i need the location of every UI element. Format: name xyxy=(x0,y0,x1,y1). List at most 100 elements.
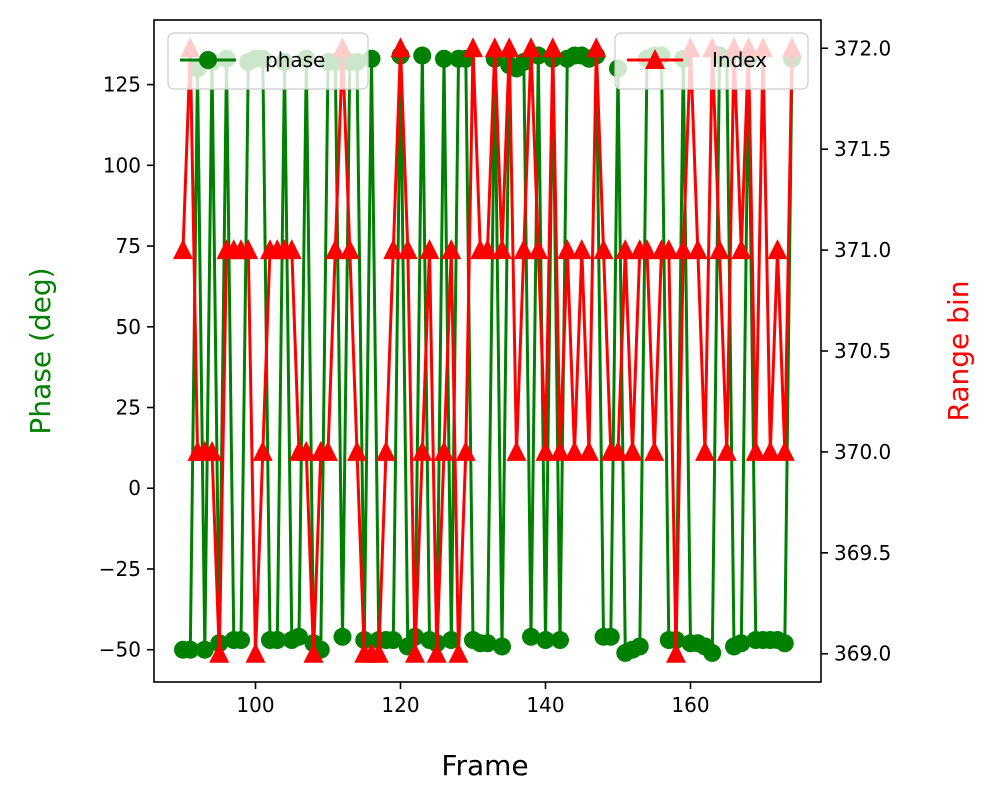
data-point-index xyxy=(666,642,686,663)
right-y-tick-label: 372.0 xyxy=(834,36,891,60)
data-point-phase xyxy=(536,631,555,650)
left-y-tick-label: 50 xyxy=(116,315,141,339)
plot-frame xyxy=(153,19,822,683)
data-point-phase xyxy=(775,634,794,653)
data-point-index xyxy=(521,37,541,58)
data-point-phase xyxy=(435,49,453,68)
data-point-phase xyxy=(290,627,308,646)
data-point-index xyxy=(492,239,512,260)
data-point-index xyxy=(318,440,338,461)
x-tick-label: 140 xyxy=(526,693,564,717)
data-point-phase xyxy=(413,46,432,65)
data-point-index xyxy=(593,239,614,260)
data-point-phase xyxy=(333,627,352,646)
x-axis-ticks: 100 120 140 160 xyxy=(236,682,710,717)
right-y-tick-label: 369.5 xyxy=(834,541,891,565)
data-point-index xyxy=(542,37,563,58)
data-point-index xyxy=(658,239,679,260)
data-point-index xyxy=(477,239,498,260)
data-point-index xyxy=(376,440,396,461)
right-y-tick-label: 369.0 xyxy=(834,642,891,666)
data-point-index xyxy=(637,239,657,260)
data-point-index xyxy=(687,239,708,260)
data-point-index xyxy=(608,440,628,461)
legend-index-label: Index xyxy=(712,48,767,72)
data-point-index xyxy=(499,37,520,58)
left-y-axis-ticks: −50 −25 0 25 50 75 100 125 xyxy=(99,73,154,662)
x-tick-label: 160 xyxy=(671,693,709,717)
left-y-tick-label: 125 xyxy=(103,73,141,97)
data-point-index xyxy=(434,440,454,461)
data-point-index xyxy=(535,440,556,461)
data-point-phase xyxy=(478,634,497,653)
data-point-index xyxy=(716,440,737,461)
left-y-axis-title: Phase (deg) xyxy=(24,267,57,434)
data-point-phase xyxy=(703,643,722,662)
data-point-index xyxy=(695,440,715,461)
data-point-index xyxy=(209,642,230,663)
data-point-index xyxy=(245,642,266,663)
data-point-index xyxy=(202,440,222,461)
data-point-index xyxy=(390,37,411,58)
data-point-index xyxy=(347,440,367,461)
data-point-index xyxy=(731,239,752,260)
x-tick-label: 120 xyxy=(381,693,419,717)
data-point-index xyxy=(506,440,527,461)
data-point-phase xyxy=(442,631,461,650)
data-point-index xyxy=(760,440,781,461)
x-axis-title: Frame xyxy=(441,749,528,782)
data-point-index xyxy=(484,37,505,58)
left-y-tick-label: 0 xyxy=(128,476,141,500)
data-point-index xyxy=(564,440,585,461)
data-point-index xyxy=(368,642,389,663)
data-point-phase xyxy=(522,627,540,646)
left-y-tick-label: 75 xyxy=(116,234,141,258)
left-y-tick-label: 100 xyxy=(103,153,141,177)
left-y-tick-label: −50 xyxy=(99,638,141,662)
data-point-index xyxy=(296,440,317,461)
data-point-index xyxy=(405,642,425,663)
data-point-index xyxy=(571,239,592,260)
data-point-index xyxy=(412,440,433,461)
data-point-index xyxy=(550,440,570,461)
right-y-axis-ticks: 369.0 369.5 370.0 370.5 371.0 371.5 372.0 xyxy=(821,36,891,666)
data-point-phase xyxy=(232,631,250,650)
data-point-index xyxy=(644,440,665,461)
right-y-tick-label: 371.0 xyxy=(834,238,891,262)
right-y-tick-label: 370.5 xyxy=(834,339,891,363)
data-point-index xyxy=(745,440,766,461)
data-point-index xyxy=(252,440,273,461)
legend-phase: phase xyxy=(167,32,369,90)
legend-index-box xyxy=(614,32,809,90)
data-point-index xyxy=(325,239,346,260)
data-point-index xyxy=(615,239,636,260)
data-point-index xyxy=(709,239,730,260)
legend-index-marker xyxy=(645,49,665,69)
data-point-phase xyxy=(195,640,214,659)
left-y-tick-label: −25 xyxy=(99,557,141,581)
data-point-index xyxy=(586,37,607,58)
data-point-phase xyxy=(601,627,620,646)
data-point-index xyxy=(441,239,462,260)
data-point-index xyxy=(448,642,469,663)
data-point-index xyxy=(774,440,795,461)
data-point-index xyxy=(426,642,447,663)
right-y-axis-title: Range bin xyxy=(942,281,975,422)
legend-phase-marker xyxy=(199,51,217,69)
data-point-index xyxy=(419,239,440,260)
legend-phase-label: phase xyxy=(265,48,325,72)
data-point-phase xyxy=(268,631,287,650)
legend-phase-box xyxy=(167,32,369,90)
data-point-index xyxy=(397,239,418,260)
data-point-index xyxy=(513,239,534,260)
legend-index: Index xyxy=(614,32,809,90)
data-point-index xyxy=(383,239,404,260)
data-point-index xyxy=(622,440,643,461)
data-point-index xyxy=(463,37,483,58)
data-point-index xyxy=(303,642,324,663)
data-point-index xyxy=(579,440,599,461)
plot-series xyxy=(173,37,802,663)
data-point-phase xyxy=(384,631,403,650)
data-point-phase xyxy=(551,631,569,650)
